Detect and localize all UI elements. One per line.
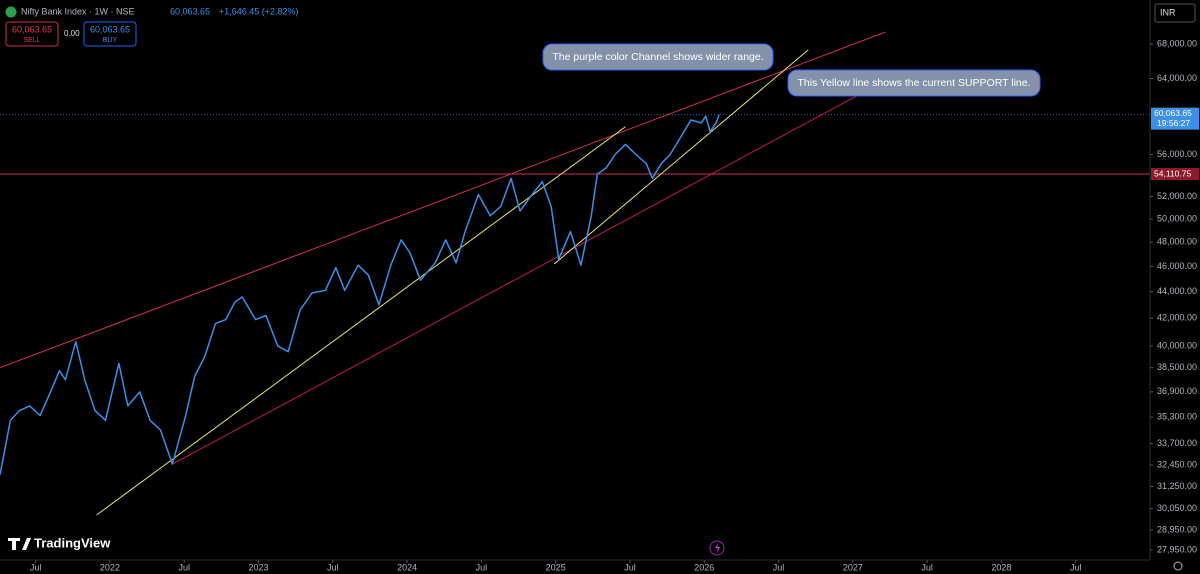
replay-icon <box>715 543 720 553</box>
y-tick-label: 38,500.00 <box>1157 362 1197 372</box>
symbol: Nifty Bank Index · 1W · NSE <box>21 6 135 16</box>
x-tick-label: 2023 <box>249 562 269 572</box>
price: 60,063.65 <box>170 6 210 16</box>
x-tick-label: 2022 <box>100 562 120 572</box>
y-tick-label: 40,000.00 <box>1157 340 1197 350</box>
y-tick-label: 31,250.00 <box>1157 481 1197 491</box>
price-label-box <box>1151 107 1199 130</box>
sell-label: SELL <box>23 37 40 44</box>
price-axis <box>1150 0 1200 574</box>
currency: INR <box>1160 7 1176 17</box>
price-label: 60,063.65 <box>1154 108 1192 118</box>
x-tick-label: 2024 <box>397 562 417 572</box>
hline-label: 54,110.75 <box>1154 168 1191 178</box>
y-tick-label: 46,000.00 <box>1157 261 1197 271</box>
hline-label-box <box>1151 168 1199 181</box>
trend-line <box>96 126 626 516</box>
spread: 0.00 <box>64 29 80 38</box>
settings-area <box>1150 560 1200 574</box>
y-tick-label: 32,450.00 <box>1157 459 1197 469</box>
replay-icon[interactable] <box>709 540 725 556</box>
annotation-box <box>542 43 774 71</box>
y-tick-label: 35,300.00 <box>1157 411 1197 421</box>
x-tick-label: Jul <box>327 562 339 572</box>
x-tick-label: Jul <box>178 562 190 572</box>
x-tick-label: Jul <box>476 562 488 572</box>
change: +1,646.45 (+2.82%) <box>219 6 299 16</box>
y-tick-label: 56,000.00 <box>1157 149 1197 159</box>
y-tick-label: 33,700.00 <box>1157 438 1197 448</box>
trend-line <box>553 49 809 265</box>
settings-icon[interactable] <box>1173 561 1183 571</box>
x-tick-label: Jul <box>773 562 785 572</box>
y-tick-label: 28,950.00 <box>1157 524 1197 534</box>
x-tick-label: Jul <box>624 562 636 572</box>
countdown: 19:56:27 <box>1157 118 1190 128</box>
annotation: The purple color Channel shows wider ran… <box>552 51 763 63</box>
trend-line <box>0 31 886 369</box>
price-line-series <box>0 114 720 475</box>
brand-logo <box>8 538 31 550</box>
x-tick-label: Jul <box>921 562 933 572</box>
y-tick-label: 36,900.00 <box>1157 386 1197 396</box>
annotation: This Yellow line shows the current SUPPO… <box>797 77 1030 89</box>
symbol-icon <box>5 6 17 18</box>
x-tick-label: 2026 <box>694 562 714 572</box>
y-tick-label: 48,000.00 <box>1157 237 1197 247</box>
y-tick-label: 68,000.00 <box>1157 38 1197 48</box>
buy-label: BUY <box>103 37 118 44</box>
x-tick-label: 2027 <box>843 562 863 572</box>
y-tick-label: 30,050.00 <box>1157 503 1197 513</box>
sell-price: 60,063.65 <box>12 24 52 34</box>
y-tick-label: 64,000.00 <box>1157 73 1197 83</box>
buy-button[interactable] <box>83 21 137 47</box>
trend-line <box>172 94 860 465</box>
brand: TradingView <box>34 535 111 550</box>
y-tick-label: 44,000.00 <box>1157 286 1197 296</box>
y-tick-label: 52,000.00 <box>1157 191 1197 201</box>
y-tick-label: 27,950.00 <box>1157 544 1197 554</box>
x-tick-label: Jul <box>30 562 42 572</box>
y-tick-label: 42,000.00 <box>1157 313 1197 323</box>
sell-button[interactable] <box>5 21 59 47</box>
x-tick-label: 2025 <box>546 562 566 572</box>
annotation-box <box>787 69 1041 97</box>
buy-price: 60,063.65 <box>90 24 130 34</box>
currency-button[interactable] <box>1154 3 1196 23</box>
x-tick-label: Jul <box>1070 562 1082 572</box>
y-tick-label: 50,000.00 <box>1157 213 1197 223</box>
x-tick-label: 2028 <box>991 562 1011 572</box>
